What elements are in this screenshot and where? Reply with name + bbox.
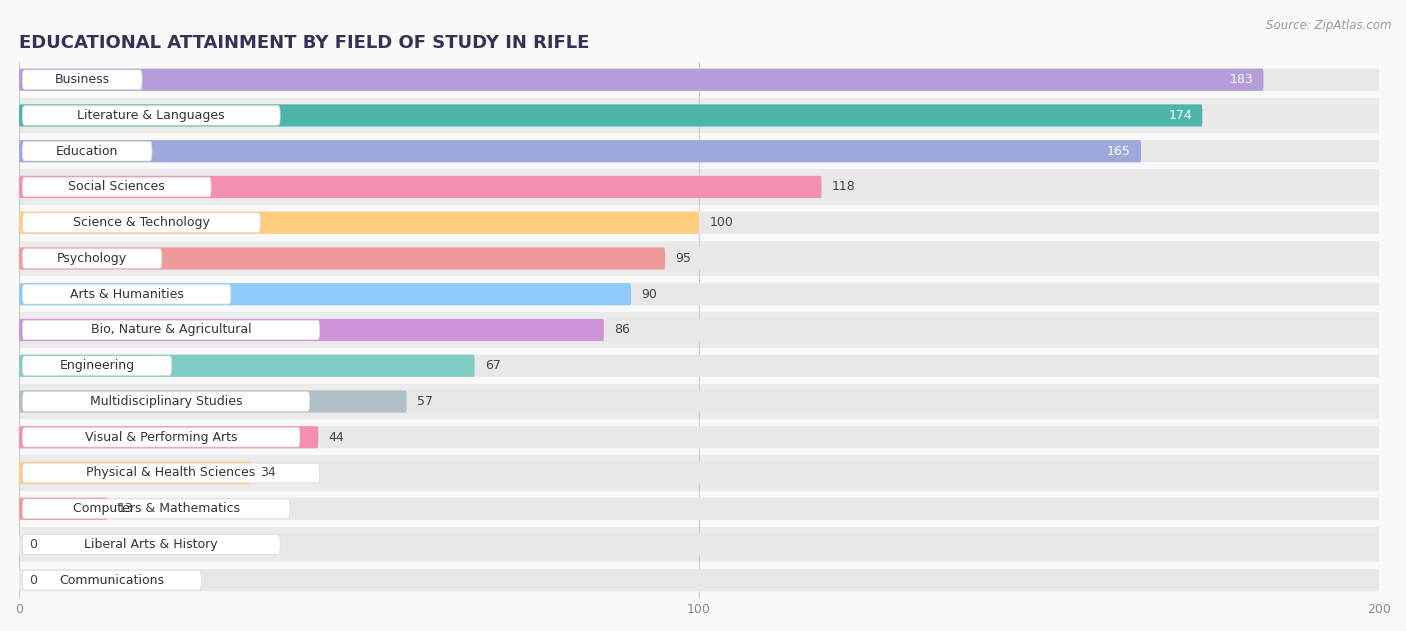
FancyBboxPatch shape (20, 562, 1379, 598)
FancyBboxPatch shape (20, 355, 475, 377)
Text: 183: 183 (1229, 73, 1253, 86)
Text: Education: Education (56, 144, 118, 158)
FancyBboxPatch shape (22, 106, 280, 125)
FancyBboxPatch shape (20, 205, 1379, 240)
Text: Source: ZipAtlas.com: Source: ZipAtlas.com (1267, 19, 1392, 32)
Text: 0: 0 (30, 538, 37, 551)
FancyBboxPatch shape (22, 392, 309, 411)
FancyBboxPatch shape (22, 177, 211, 197)
Text: Literature & Languages: Literature & Languages (77, 109, 225, 122)
FancyBboxPatch shape (20, 69, 1264, 91)
FancyBboxPatch shape (20, 348, 1379, 384)
Text: 100: 100 (709, 216, 733, 229)
FancyBboxPatch shape (22, 463, 319, 483)
Text: Computers & Mathematics: Computers & Mathematics (73, 502, 239, 516)
FancyBboxPatch shape (22, 249, 162, 268)
Text: 95: 95 (675, 252, 692, 265)
FancyBboxPatch shape (20, 355, 1379, 377)
Text: 0: 0 (30, 574, 37, 587)
Text: Psychology: Psychology (58, 252, 127, 265)
FancyBboxPatch shape (20, 319, 1379, 341)
FancyBboxPatch shape (22, 499, 290, 519)
FancyBboxPatch shape (20, 426, 318, 449)
FancyBboxPatch shape (20, 176, 1379, 198)
FancyBboxPatch shape (20, 69, 1379, 91)
Text: Bio, Nature & Agricultural: Bio, Nature & Agricultural (90, 324, 252, 336)
FancyBboxPatch shape (20, 140, 1379, 162)
FancyBboxPatch shape (22, 141, 152, 161)
Text: 118: 118 (831, 180, 855, 194)
FancyBboxPatch shape (20, 211, 699, 234)
FancyBboxPatch shape (20, 391, 1379, 413)
FancyBboxPatch shape (22, 356, 172, 375)
FancyBboxPatch shape (20, 533, 1379, 555)
FancyBboxPatch shape (20, 176, 821, 198)
FancyBboxPatch shape (20, 169, 1379, 205)
Text: Physical & Health Sciences: Physical & Health Sciences (86, 466, 256, 480)
Text: Business: Business (55, 73, 110, 86)
Text: 13: 13 (118, 502, 134, 516)
FancyBboxPatch shape (22, 320, 319, 339)
FancyBboxPatch shape (22, 285, 231, 304)
Text: 67: 67 (485, 359, 501, 372)
Text: Social Sciences: Social Sciences (69, 180, 165, 194)
Text: Communications: Communications (59, 574, 165, 587)
Text: Multidisciplinary Studies: Multidisciplinary Studies (90, 395, 242, 408)
FancyBboxPatch shape (20, 319, 603, 341)
FancyBboxPatch shape (20, 104, 1202, 127)
FancyBboxPatch shape (20, 498, 1379, 520)
FancyBboxPatch shape (20, 527, 1379, 562)
FancyBboxPatch shape (20, 211, 1379, 234)
FancyBboxPatch shape (20, 104, 1379, 127)
Text: 165: 165 (1107, 144, 1130, 158)
FancyBboxPatch shape (20, 391, 406, 413)
FancyBboxPatch shape (20, 462, 250, 484)
FancyBboxPatch shape (20, 283, 631, 305)
FancyBboxPatch shape (20, 312, 1379, 348)
FancyBboxPatch shape (22, 70, 142, 90)
FancyBboxPatch shape (20, 491, 1379, 527)
Text: Arts & Humanities: Arts & Humanities (70, 288, 184, 301)
FancyBboxPatch shape (20, 240, 1379, 276)
FancyBboxPatch shape (20, 569, 1379, 591)
FancyBboxPatch shape (20, 133, 1379, 169)
Text: Engineering: Engineering (59, 359, 135, 372)
Text: 34: 34 (260, 466, 276, 480)
FancyBboxPatch shape (20, 62, 1379, 98)
FancyBboxPatch shape (22, 570, 201, 590)
FancyBboxPatch shape (22, 427, 299, 447)
FancyBboxPatch shape (20, 247, 665, 269)
Text: EDUCATIONAL ATTAINMENT BY FIELD OF STUDY IN RIFLE: EDUCATIONAL ATTAINMENT BY FIELD OF STUDY… (20, 34, 589, 52)
Text: Visual & Performing Arts: Visual & Performing Arts (84, 431, 238, 444)
Text: 90: 90 (641, 288, 657, 301)
FancyBboxPatch shape (20, 140, 1142, 162)
Text: 174: 174 (1168, 109, 1192, 122)
FancyBboxPatch shape (22, 534, 280, 554)
Text: Science & Technology: Science & Technology (73, 216, 209, 229)
Text: 86: 86 (614, 324, 630, 336)
FancyBboxPatch shape (20, 455, 1379, 491)
FancyBboxPatch shape (20, 247, 1379, 269)
Text: 44: 44 (329, 431, 344, 444)
FancyBboxPatch shape (20, 384, 1379, 420)
FancyBboxPatch shape (22, 213, 260, 232)
FancyBboxPatch shape (20, 98, 1379, 133)
FancyBboxPatch shape (20, 498, 107, 520)
FancyBboxPatch shape (20, 420, 1379, 455)
FancyBboxPatch shape (20, 283, 1379, 305)
FancyBboxPatch shape (20, 426, 1379, 449)
Text: 57: 57 (416, 395, 433, 408)
FancyBboxPatch shape (20, 276, 1379, 312)
Text: Liberal Arts & History: Liberal Arts & History (84, 538, 218, 551)
FancyBboxPatch shape (20, 462, 1379, 484)
